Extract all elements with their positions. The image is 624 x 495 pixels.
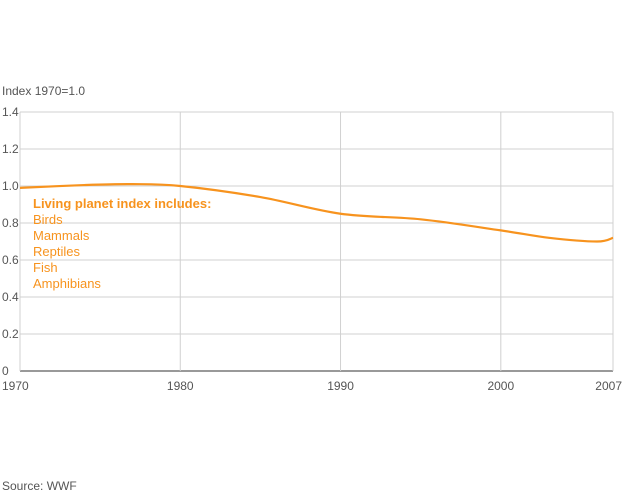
x-tick-label: 2007 [595,379,622,393]
y-tick-label: 0 [2,364,9,378]
y-tick-label: 0.2 [2,327,19,341]
series-line [19,183,614,243]
annotation-item: Birds [33,212,63,227]
x-tick-label: 2000 [487,379,514,393]
annotation-item: Amphibians [33,276,101,291]
annotation-item: Fish [33,260,58,275]
y-tick-label: 0.8 [2,216,19,230]
x-tick-label: 1970 [2,379,29,393]
annotation-item: Reptiles [33,244,80,259]
y-tick-label: 1.4 [2,105,19,119]
x-tick-label: 1980 [167,379,194,393]
source-note: Source: WWF [2,479,77,493]
y-tick-label: 1.0 [2,179,19,193]
y-tick-label: 0.4 [2,290,19,304]
annotation-title: Living planet index includes: [33,196,212,211]
y-axis-label: Index 1970=1.0 [2,84,86,98]
y-tick-label: 1.2 [2,142,19,156]
annotation: Living planet index includes: Birds Mamm… [33,196,211,292]
y-tick-label: 0.6 [2,253,19,267]
x-tick-label: 1990 [327,379,354,393]
annotation-item: Mammals [33,228,90,243]
